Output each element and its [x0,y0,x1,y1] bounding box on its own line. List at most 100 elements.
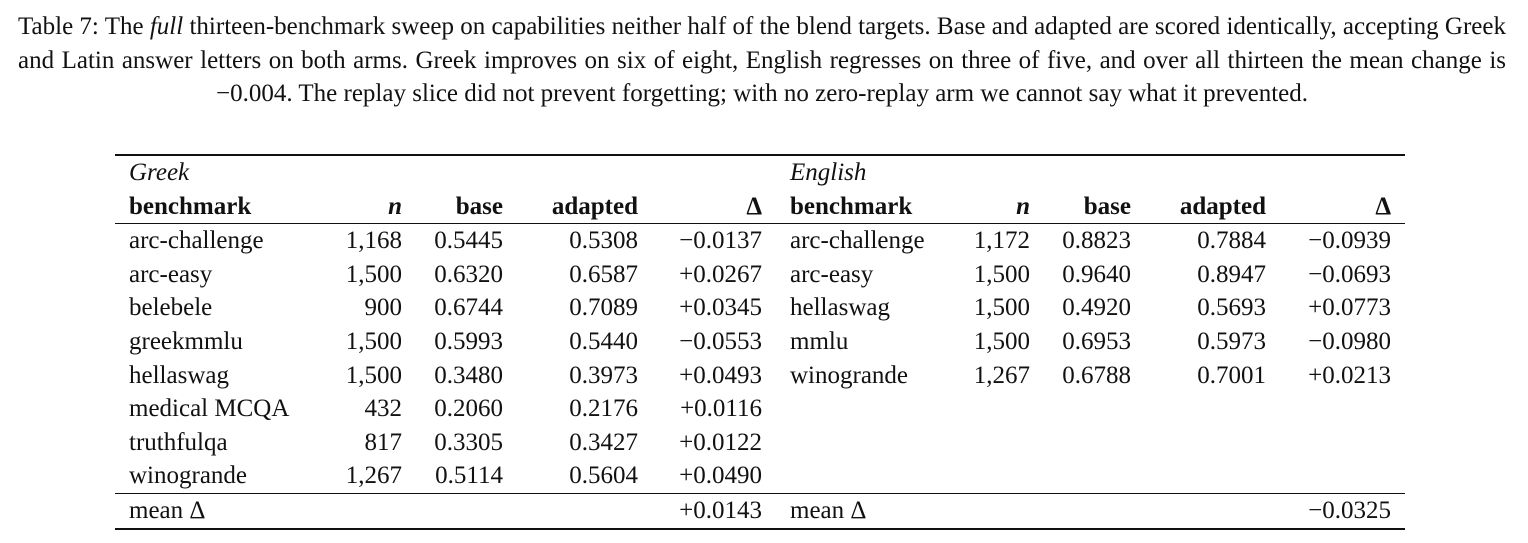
table-cell: −0.0939 [1308,227,1391,255]
table-cell: 1,500 [973,260,1030,288]
table-cell: 0.6320 [434,260,503,288]
table-cell [1139,426,1274,460]
table-cell: 1,267 [345,462,402,490]
table-cell: +0.0345 [679,294,762,322]
table-cell: −0.0325 [1274,492,1405,530]
table-cell: 0.7089 [569,294,638,322]
table-cell: arc-easy [790,260,874,288]
table-cell: +0.0773 [1308,294,1391,322]
table-cell: +0.0122 [679,428,762,456]
table-cell: 1,267 [973,361,1030,389]
table-cell: arc-challenge [129,227,264,255]
table-cell [310,154,776,190]
table-cell: Greek [115,154,310,190]
table-cell [310,492,646,530]
table-cell: English [776,154,960,190]
table-cell: 0.9640 [1062,260,1131,288]
table-cell: mean Δ [115,492,310,530]
table-row: winogrande 1,267 0.5114 0.5604 +0.0490 [115,459,1405,493]
table-cell: n [960,189,1038,225]
table-row: belebele 900 0.6744 0.7089 +0.0345 hellaswag 1… [115,291,1405,325]
table-cell [1274,392,1405,426]
table-cell: adapted [511,189,646,225]
table-cell [1038,426,1139,460]
table-cell [776,392,960,426]
table-cell: 900 [364,294,403,322]
table-cell: 0.6953 [1062,327,1131,355]
table-cell: benchmark [776,189,960,225]
table-cell: n [310,189,410,225]
table-cell: 0.5440 [569,327,638,355]
table-cell: 0.6744 [434,294,503,322]
table-cell: +0.0116 [680,395,762,423]
table-row: medical MCQA 432 0.2060 0.2176 +0.0116 [115,392,1405,426]
table-cell: 1,500 [973,294,1030,322]
table-row: arc-challenge 1,168 0.5445 0.5308 −0.0137 arc… [115,224,1405,258]
table-cell: 1,172 [973,227,1030,255]
table-cell: truthfulqa [129,428,228,456]
table-cell: 0.2176 [569,395,638,423]
table-cell: 0.5445 [434,227,503,255]
table-cell: 0.3973 [569,361,638,389]
table-cell: 0.6587 [569,260,638,288]
table-cell: −0.0137 [679,227,762,255]
table-cell [960,392,1038,426]
table-cell: −0.0980 [1308,327,1391,355]
table-cell [776,426,960,460]
table-cell: −0.0693 [1308,260,1391,288]
table-cell: 1,500 [345,327,402,355]
table-cell: 1,168 [345,227,402,255]
table-cell: +0.0267 [679,260,762,288]
table-cell: −0.0553 [679,327,762,355]
table-cell: 0.5604 [569,462,638,490]
table-cell [776,459,960,493]
table-cell: 432 [364,395,403,423]
table-cell: winogrande [790,361,909,389]
table-cell: base [410,189,511,225]
table-cell: 1,500 [973,327,1030,355]
table-cell: benchmark [115,189,310,225]
caption-emphasis: full [149,13,184,40]
table-cell: 0.5973 [1197,327,1266,355]
table-cell: 0.8823 [1062,227,1131,255]
table-cell: +0.0213 [1308,361,1391,389]
table-cell: mmlu [790,327,849,355]
table-cell: +0.0143 [646,492,776,530]
table-cell: 0.2060 [434,395,503,423]
table-cell: 0.6788 [1062,361,1131,389]
table-cell: hellaswag [129,361,229,389]
table-cell: 0.5308 [569,227,638,255]
table-cell: hellaswag [790,294,890,322]
table-cell: 817 [364,428,403,456]
table-cell: 0.5993 [434,327,503,355]
table-row: arc-easy 1,500 0.6320 0.6587 +0.0267 arc-easy… [115,258,1405,292]
table-cell [1038,459,1139,493]
table-cell [1274,426,1405,460]
table-row: hellaswag 1,500 0.3480 0.3973 +0.0493 winogra… [115,359,1405,393]
table-cell: greekmmlu [129,327,243,355]
table-cell: Δ [1274,189,1405,225]
table-row: mean Δ +0.0143 mean Δ −0.0325 [115,492,1405,530]
caption-text: thirteen-benchmark sweep on capabilities… [18,13,1506,107]
table-cell: 0.3480 [434,361,503,389]
table-cell: 0.3427 [569,428,638,456]
table-cell: adapted [1139,189,1274,225]
table-cell: 0.8947 [1197,260,1266,288]
table-cell [1274,459,1405,493]
table-cell [1139,392,1274,426]
table-cell: +0.0493 [679,361,762,389]
table-cell: base [1038,189,1139,225]
table-cell: winogrande [129,462,248,490]
table-cell: +0.0490 [679,462,762,490]
table-cell: arc-easy [129,260,213,288]
table-cell: Δ [646,189,776,225]
table-cell: 0.4920 [1062,294,1131,322]
table-cell: belebele [129,294,213,322]
table-cell: 0.5114 [435,462,503,490]
table-cell: 0.3305 [434,428,503,456]
table-cell: arc-challenge [790,227,925,255]
table-cell [960,459,1038,493]
